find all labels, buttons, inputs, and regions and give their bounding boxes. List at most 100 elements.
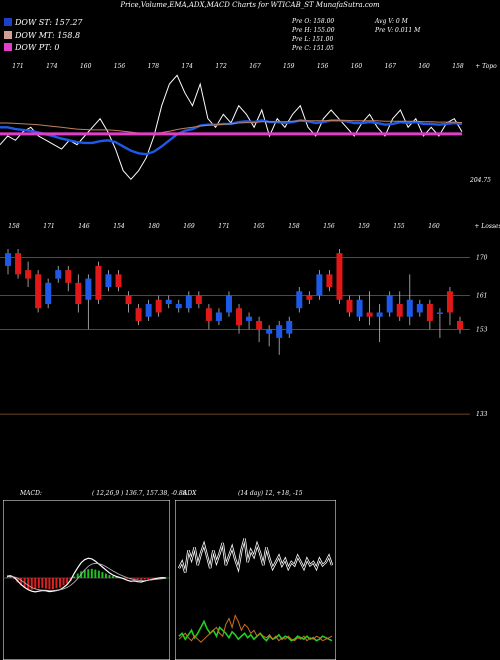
ema-series-price [0, 74, 463, 181]
macd-histogram-bar [55, 578, 58, 589]
macd-histogram-bar [6, 577, 8, 578]
candle-body [155, 299, 162, 313]
price-top-label: 158 [288, 223, 300, 230]
macd-histogram-bar [101, 572, 104, 578]
macd-histogram-bar [83, 569, 86, 578]
ema-series-ema-short [0, 119, 463, 156]
ema-top-label: 172 [215, 63, 227, 70]
candle-body [115, 274, 122, 288]
legend-dow-mt: DOW MT: 158.8 [4, 31, 80, 40]
legend-label-st: DOW ST: 157.27 [15, 18, 83, 27]
candle-body [426, 304, 433, 321]
macd-histogram-bar [44, 578, 47, 589]
adx-params: (14 day) 12, +18, -15 [238, 490, 303, 497]
candle-body [225, 295, 232, 313]
macd-title: MACD: [20, 490, 42, 497]
candle-body [396, 304, 403, 317]
macd-histogram-bar [94, 569, 97, 578]
stat-high: Pre H: 155.00 [292, 27, 335, 34]
price-top-label: 169 [183, 223, 195, 230]
candle-body [175, 304, 182, 309]
candle-body [286, 320, 293, 334]
stat-close: Pre C: 151.05 [292, 45, 334, 52]
macd-histogram-bar [27, 578, 30, 589]
macd-histogram-bar [20, 578, 23, 586]
macd-params: ( 12,26,9 ) 136.7, 157.38, -0.88 [92, 490, 187, 497]
candle-body [436, 312, 443, 314]
candle-body [236, 308, 243, 326]
macd-histogram-bar [108, 575, 111, 578]
ema-top-label: 158 [452, 63, 464, 70]
macd-histogram-bar [87, 569, 90, 578]
candle-body [266, 329, 273, 334]
macd-histogram-bar [97, 570, 100, 578]
ema-top-label: 174 [182, 63, 194, 70]
price-top-label: 158 [8, 223, 20, 230]
candle-body [457, 320, 463, 330]
candle-body [15, 253, 22, 275]
price-y-tick: 153 [476, 326, 488, 333]
legend-swatch-pt [4, 43, 12, 51]
price-top-label: 146 [78, 223, 90, 230]
macd-histogram-bar [59, 578, 61, 588]
price-top-label: 159 [358, 223, 370, 230]
ema-top-label: 171 [12, 63, 23, 70]
macd-histogram-bar [126, 578, 129, 579]
macd-histogram-bar [104, 573, 107, 578]
macd-histogram-bar [90, 568, 93, 578]
macd-signal-line [6, 562, 167, 591]
candle-body [145, 304, 152, 317]
candle-body [446, 291, 453, 313]
macd-histogram-bar [13, 578, 16, 580]
macd-histogram-bar [136, 578, 139, 580]
candle-body [256, 320, 263, 330]
macd-histogram-bar [165, 578, 167, 579]
macd-histogram-bar [133, 578, 136, 580]
price-top-label: 154 [113, 223, 125, 230]
candle-body [135, 308, 142, 321]
macd-histogram-bar [66, 578, 69, 584]
ema-top-label: 160 [80, 63, 92, 70]
chart-header-title: Price,Volume,EMA,ADX,MACD Charts for WTI… [120, 1, 380, 9]
adx-line-inner [178, 538, 333, 573]
candle-body [416, 304, 423, 313]
price-corner-label: + Losses [474, 223, 500, 230]
adx-series-plus-di [178, 619, 333, 642]
candle-body [276, 325, 283, 338]
legend-dow-pt: DOW PT: 0 [4, 43, 60, 52]
ema-top-label: 167 [385, 63, 397, 70]
candle-body [296, 291, 303, 309]
macd-histogram-bar [30, 578, 33, 590]
macd-histogram-bar [112, 576, 114, 578]
candle-body [306, 295, 313, 300]
macd-panel-svg [3, 500, 170, 660]
candle-body [406, 299, 413, 317]
price-panel: 158 171 146 154 180 169 171 165 158 156 159 155 160 +… [0, 223, 500, 418]
ema-top-label: 167 [249, 63, 261, 70]
macd-histogram-bar [48, 578, 51, 590]
adx-frame [175, 500, 336, 660]
candle-body [125, 295, 132, 304]
ema-top-label: 160 [351, 63, 363, 70]
adx-series-minus-di [178, 614, 333, 643]
candle-body [386, 295, 393, 313]
ema-top-label: 178 [148, 63, 160, 70]
candle-body [215, 312, 222, 321]
candle-body [326, 274, 333, 288]
candle-body [95, 265, 102, 300]
ema-top-label: 159 [283, 63, 295, 70]
stat-low: Pre L: 151.00 [292, 36, 334, 43]
ema-top-label: 160 [418, 63, 430, 70]
candle-body [205, 308, 212, 321]
macd-histogram-bar [115, 576, 118, 578]
macd-histogram-bar [76, 573, 79, 578]
stat-open: Pre O: 158.00 [292, 18, 335, 25]
candle-body [65, 270, 72, 283]
macd-histogram-bar [147, 578, 150, 580]
candle-body [376, 312, 383, 317]
candle-body [165, 299, 172, 304]
price-y-tick: 133 [476, 411, 488, 418]
candle-body [5, 253, 11, 266]
macd-histogram-bar [37, 578, 40, 589]
macd-histogram-bar [51, 578, 54, 589]
